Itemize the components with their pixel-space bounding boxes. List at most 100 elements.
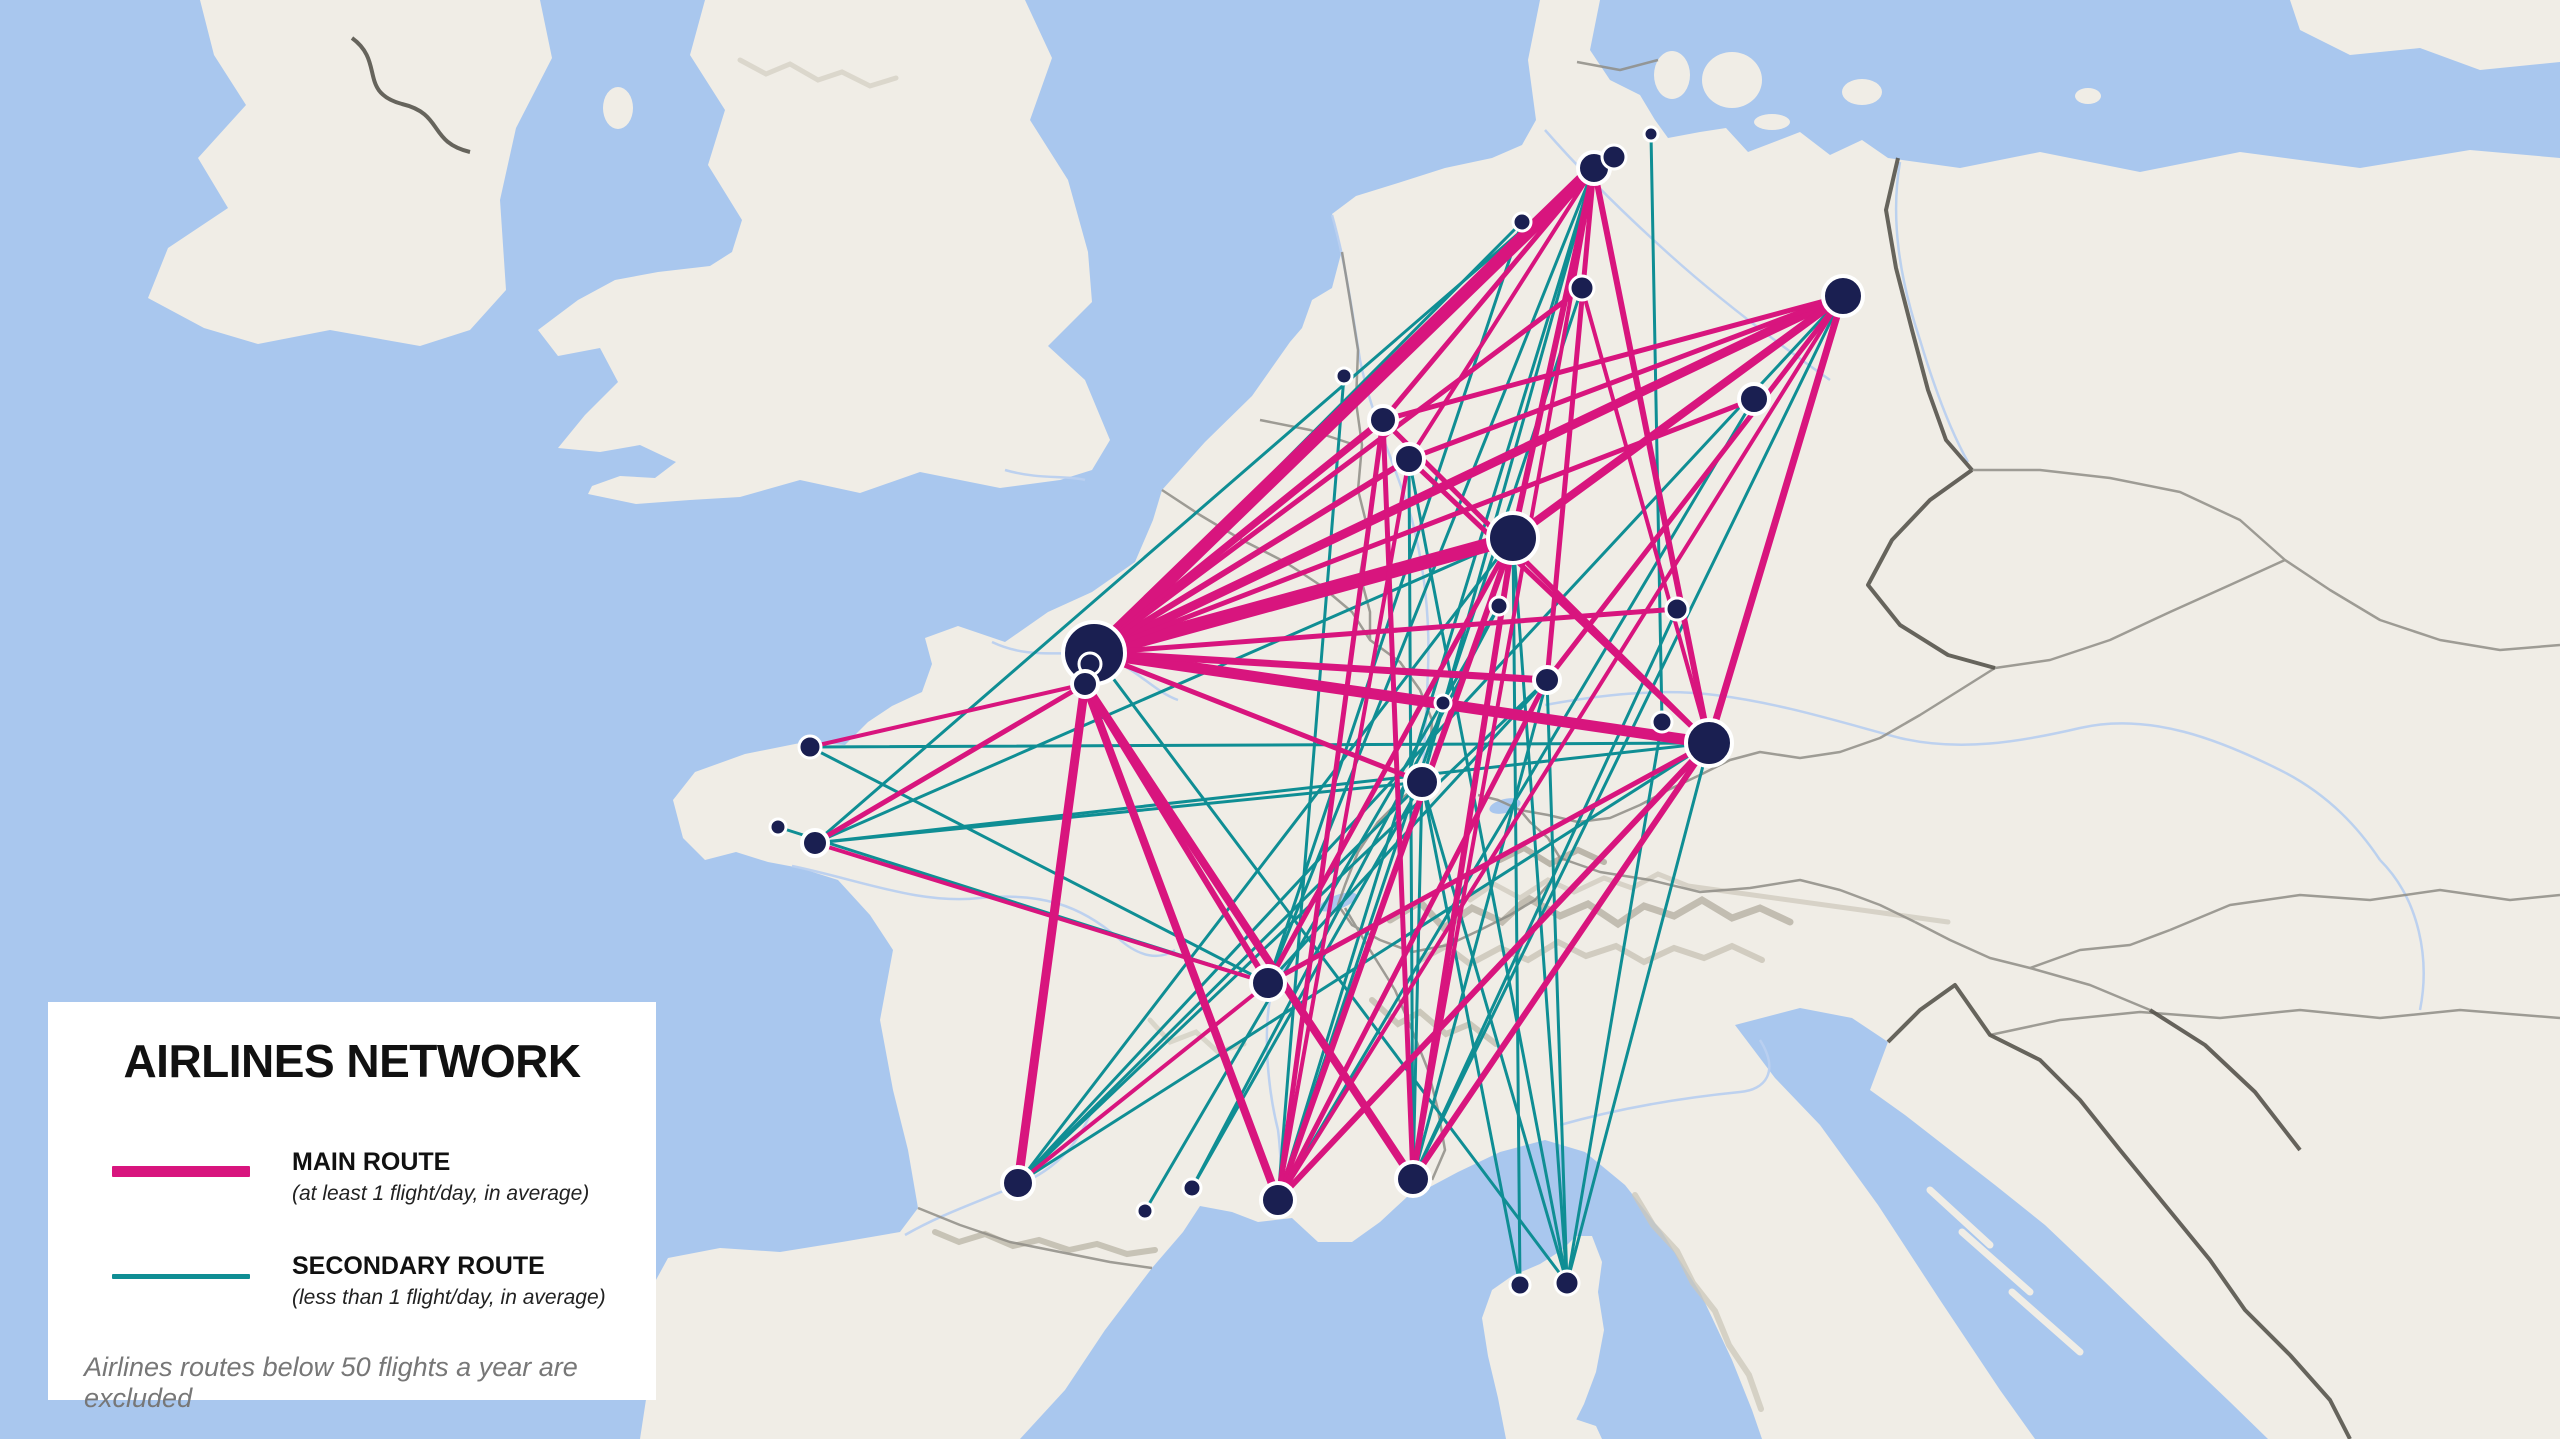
route-secondary [1016, 780, 1424, 1185]
route-main [813, 841, 1270, 985]
route-secondary [1016, 536, 1515, 1185]
route-main [1380, 417, 1416, 1182]
route-secondary [1511, 536, 1522, 1287]
route-main [1380, 293, 1846, 423]
secondary-route-label: SECONDARY ROUTE [292, 1252, 545, 1280]
airport-node [1259, 1181, 1297, 1219]
airport-node [1249, 964, 1287, 1002]
route-secondary [1565, 720, 1664, 1285]
landmass-continent [148, 0, 2560, 1439]
route-main [1089, 291, 1848, 658]
country-borders-dark [350, 36, 2352, 1439]
route-main [1276, 457, 1411, 1202]
route-main [1081, 680, 1282, 1204]
route-main [1410, 535, 1516, 1182]
route-main [808, 682, 1087, 749]
route-main [812, 681, 1088, 846]
route-secondary [1420, 780, 1569, 1285]
legend-card: AIRLINES NETWORK MAIN ROUTE (at least 1 … [48, 1002, 656, 1413]
airport-node [1433, 693, 1453, 713]
airport-node [1664, 596, 1690, 622]
secondary-route-swatch [112, 1274, 250, 1279]
route-secondary [1511, 536, 1569, 1285]
airport-node [800, 828, 830, 858]
route-main [1087, 531, 1520, 660]
airport-node [1394, 1160, 1432, 1198]
airport-node [1553, 1269, 1581, 1297]
airport-node [1737, 382, 1771, 416]
route-main [1380, 165, 1597, 423]
croatian-islands [1926, 1186, 2084, 1356]
main-routes-layer [808, 161, 1848, 1204]
route-main [1091, 285, 1585, 656]
route-main [1509, 292, 1847, 542]
route-secondary [1420, 780, 1522, 1287]
airport-node [1367, 404, 1399, 436]
route-main [1265, 535, 1516, 986]
route-secondary [1092, 651, 1569, 1285]
airport-node [1532, 665, 1562, 695]
airport-node [1568, 274, 1596, 302]
airport-node [1403, 763, 1441, 801]
airport-node [1392, 442, 1426, 476]
route-secondary [1276, 397, 1756, 1202]
airport-node [1508, 1273, 1532, 1297]
route-secondary [808, 745, 1270, 985]
secondary-route-sublabel: (less than 1 flight/day, in average) [292, 1286, 606, 1309]
route-main [1406, 456, 1712, 746]
airport-node [1486, 511, 1540, 565]
route-secondary [813, 536, 1515, 845]
route-main [1276, 294, 1845, 1202]
route-main [1275, 417, 1386, 1203]
route-secondary [1545, 678, 1569, 1285]
route-secondary [1276, 374, 1346, 1202]
airport-node [1511, 211, 1533, 233]
main-route-label: MAIN ROUTE [292, 1148, 451, 1176]
route-main [1265, 740, 1712, 986]
route-main [1090, 649, 1551, 684]
route-main [1275, 677, 1550, 1203]
legend-title: AIRLINES NETWORK [123, 1035, 581, 1087]
route-main [1081, 680, 1417, 1183]
airport-node [1600, 143, 1628, 171]
route-main [1510, 165, 1597, 541]
route-secondary [1565, 741, 1711, 1285]
route-secondary [1411, 607, 1679, 1181]
airport-node [1000, 1165, 1036, 1201]
route-main [1705, 292, 1847, 747]
route-secondary [1411, 678, 1549, 1181]
route-main [1088, 647, 1715, 749]
route-main [1275, 535, 1516, 1203]
route-main [1411, 166, 1596, 1181]
route-main [1406, 293, 1846, 462]
airport-node [768, 817, 788, 837]
main-route-sublabel: (at least 1 flight/day, in average) [292, 1182, 590, 1205]
airport-node [1334, 366, 1354, 386]
airport-node [1488, 595, 1510, 617]
route-main [1087, 161, 1601, 660]
route-secondary [808, 741, 1711, 749]
main-route-swatch [112, 1166, 250, 1177]
airport-node [797, 734, 823, 760]
airport-node [1684, 718, 1734, 768]
route-main [1013, 679, 1090, 1188]
route-main [1410, 740, 1712, 1182]
route-main [1407, 166, 1596, 461]
secondary-routes-layer [776, 132, 1845, 1287]
route-secondary [1407, 457, 1569, 1285]
airports-layer [768, 125, 1865, 1297]
route-main [1544, 293, 1846, 683]
airport-node [1650, 710, 1674, 734]
airport-node [1821, 274, 1865, 318]
airport-node [1181, 1177, 1203, 1199]
route-main [1591, 165, 1712, 746]
airport-node [1642, 125, 1660, 143]
route-main [1580, 286, 1711, 745]
route-main [1091, 650, 1425, 785]
legend-footnote: Airlines routes below 50 flights a year … [84, 1352, 578, 1413]
route-secondary [813, 780, 1424, 845]
route-main [1275, 740, 1712, 1203]
route-main [1082, 681, 1271, 986]
